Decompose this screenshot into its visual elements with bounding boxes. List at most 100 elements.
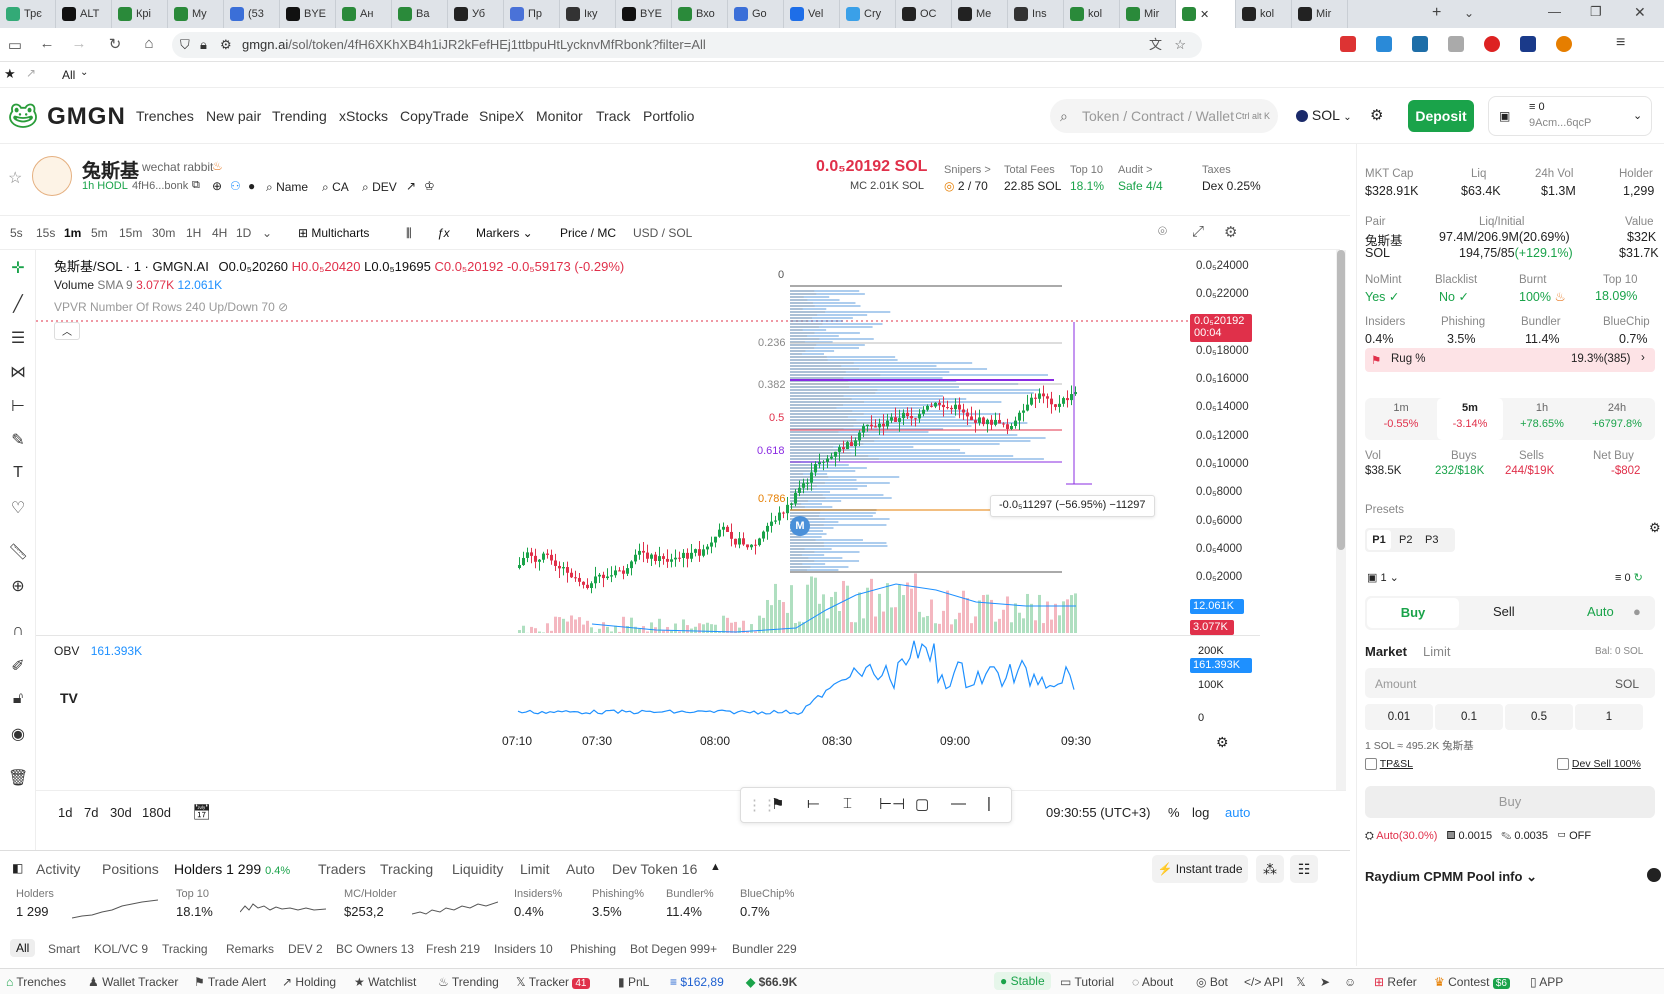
tab-tracking[interactable]: Tracking (380, 861, 434, 877)
filter-insiders[interactable]: Insiders 10 (494, 942, 553, 956)
status-api[interactable]: </> API (1244, 975, 1284, 989)
amount-input[interactable]: Amount SOL (1365, 668, 1655, 698)
rectangle-icon[interactable]: ▢ (915, 796, 930, 813)
nav-portfolio[interactable]: Portfolio (643, 108, 695, 124)
x-social-icon[interactable]: 𝕏 (1296, 975, 1306, 989)
tab-liquidity[interactable]: Liquidity (452, 861, 504, 877)
telegram-icon[interactable]: ➤ (1320, 975, 1331, 989)
browser-tab[interactable]: Ан (336, 0, 392, 28)
browser-tab[interactable]: (53 (224, 0, 280, 28)
status-tutorial[interactable]: ▭ Tutorial (1060, 975, 1115, 989)
share-icon[interactable]: ↗ (406, 179, 417, 193)
calendar-icon[interactable]: 📅︎ (192, 804, 212, 821)
browser-tab[interactable]: Ins (1008, 0, 1064, 28)
log-toggle[interactable]: log (1192, 805, 1210, 820)
extension-icon[interactable] (1520, 36, 1536, 52)
amount-0-5[interactable]: 0.5 (1505, 704, 1573, 730)
price-chart[interactable]: 兔斯基/SOL · 1 · GMGN.AI O0.0₅20260 H0.0₅20… (36, 250, 1346, 790)
crosshair-icon[interactable]: ✛ (11, 260, 25, 277)
browser-tab[interactable]: Уб (448, 0, 504, 28)
indicators-fx-icon[interactable]: ƒx (437, 226, 450, 240)
status-trade-alert[interactable]: ⚑ Trade Alert (194, 975, 267, 989)
browser-tab-active[interactable]: ✕ (1176, 0, 1236, 28)
chain-select[interactable]: SOL ⌄ (1296, 107, 1352, 123)
tf-4h[interactable]: 4H (212, 226, 228, 240)
auto-tab[interactable]: Auto (1587, 604, 1614, 619)
tf-15s[interactable]: 15s (36, 226, 56, 240)
chart-scrollbar[interactable] (1336, 250, 1346, 790)
eye-icon[interactable]: ◉ (11, 726, 25, 743)
buy-submit-button[interactable]: Buy (1365, 786, 1655, 818)
horizontal-line-icon[interactable]: — (951, 795, 966, 812)
text-tool-icon[interactable]: T (13, 464, 23, 481)
tab-list-chevron-icon[interactable]: ⌄ (1464, 6, 1475, 20)
nav-monitor[interactable]: Monitor (536, 108, 583, 124)
ruler-icon[interactable]: 📏︎ (8, 544, 29, 561)
window-close-icon[interactable]: ✕ (1634, 4, 1646, 20)
tf-1d[interactable]: 1D (236, 226, 252, 240)
trash-icon[interactable]: 🗑︎ (8, 770, 29, 787)
adblock-icon[interactable] (1484, 36, 1500, 52)
status-wallet-tracker[interactable]: ♟ Wallet Tracker (88, 975, 179, 989)
fullscreen-icon[interactable]: ⤢ (1192, 223, 1205, 240)
tf-5s[interactable]: 5s (10, 226, 23, 240)
preset-p3[interactable]: P3 (1425, 534, 1439, 546)
tradingview-logo[interactable]: TV (60, 690, 78, 706)
amount-0-01[interactable]: 0.01 (1365, 704, 1433, 730)
trade-settings-row[interactable]: ⛭ Auto(30.0%) ▤ 0.0015 ✎ 0.0035 ▭ OFF (1365, 830, 1592, 842)
browser-tab[interactable]: Go (728, 0, 784, 28)
eye-hidden-icon[interactable]: ⊘ (278, 300, 289, 314)
minimize-icon[interactable]: — (1548, 4, 1561, 19)
browser-tab[interactable]: Пр (504, 0, 560, 28)
back-icon[interactable]: ← (39, 35, 55, 52)
multicharts-button[interactable]: ⊞ Multicharts (298, 226, 370, 240)
extension-icon[interactable] (1340, 36, 1356, 52)
status-contest[interactable]: ♛ Contest $6 (1434, 975, 1510, 989)
crown-icon[interactable]: ♔ (424, 179, 435, 193)
tf-30m[interactable]: 30m (152, 226, 176, 240)
browser-tab[interactable]: Іку (560, 0, 616, 28)
bookmark-star-icon[interactable]: ☆ (1174, 37, 1186, 52)
status-bot[interactable]: ◎ Bot (1196, 975, 1228, 989)
filter-fresh[interactable]: Fresh 219 (426, 942, 481, 956)
browser-tab[interactable]: Вхо (672, 0, 728, 28)
wallet-widget[interactable]: ▣ ≡ 0 9Acm...6qcP ⌄ (1488, 96, 1652, 136)
range-7d[interactable]: 7d (84, 805, 99, 820)
nav-trenches[interactable]: Trenches (136, 108, 194, 124)
tab-limit[interactable]: Limit (520, 861, 550, 877)
tab-auto[interactable]: Auto (566, 861, 595, 877)
status-about[interactable]: ◌ About (1132, 975, 1174, 989)
extension-icon[interactable] (1376, 36, 1392, 52)
browser-tab[interactable]: kol (1064, 0, 1120, 28)
filter-kol[interactable]: KOL/VC 9 (94, 942, 149, 956)
scroll-thumb[interactable] (1337, 250, 1345, 550)
limit-order-tab[interactable]: Limit (1423, 644, 1451, 659)
browser-tab[interactable]: Ва (392, 0, 448, 28)
website-globe-icon[interactable]: ⊕ (212, 179, 223, 193)
browser-tab[interactable]: Крі (112, 0, 168, 28)
search-input[interactable]: ⌕ Token / Contract / Wallet Ctrl alt K (1050, 99, 1278, 133)
tab-close-icon[interactable]: ✕ (1200, 8, 1210, 21)
collapse-legend-button[interactable]: ︿ (54, 322, 80, 340)
filter-all[interactable]: All (10, 939, 36, 957)
tf-1h[interactable]: 1H (186, 226, 202, 240)
horizontal-ray-icon[interactable]: ⟝ (807, 795, 820, 812)
browser-tab[interactable]: BYE (616, 0, 672, 28)
tf-5m[interactable]: 5m (91, 226, 108, 240)
settings-gear-icon[interactable]: ⚙ (1370, 107, 1384, 124)
tab-holders[interactable]: Holders 1 299 0.4% (174, 861, 291, 877)
horizontal-lines-icon[interactable]: ☰ (10, 330, 26, 347)
brush-icon[interactable]: ✎ (11, 432, 25, 449)
reload-icon[interactable]: ↻ (108, 36, 122, 53)
pattern-icon[interactable]: ⋈ (10, 364, 26, 381)
status-tracker[interactable]: 𝕏 Tracker 41 (516, 975, 590, 989)
search-dev-link[interactable]: ⌕ DEV (362, 180, 397, 194)
nav-trending[interactable]: Trending (272, 108, 327, 124)
filter-bundler[interactable]: Bundler 229 (732, 942, 797, 956)
auto-scale-toggle[interactable]: auto (1225, 805, 1251, 820)
panel-toggle-icon[interactable]: ◧ (12, 861, 24, 875)
filter-dev[interactable]: DEV 2 (288, 942, 323, 956)
usd-sol-toggle[interactable]: USD / SOL (633, 226, 693, 240)
nav-new-pair[interactable]: New pair (206, 108, 262, 124)
status-pnl[interactable]: ▮ PnL (618, 975, 650, 989)
